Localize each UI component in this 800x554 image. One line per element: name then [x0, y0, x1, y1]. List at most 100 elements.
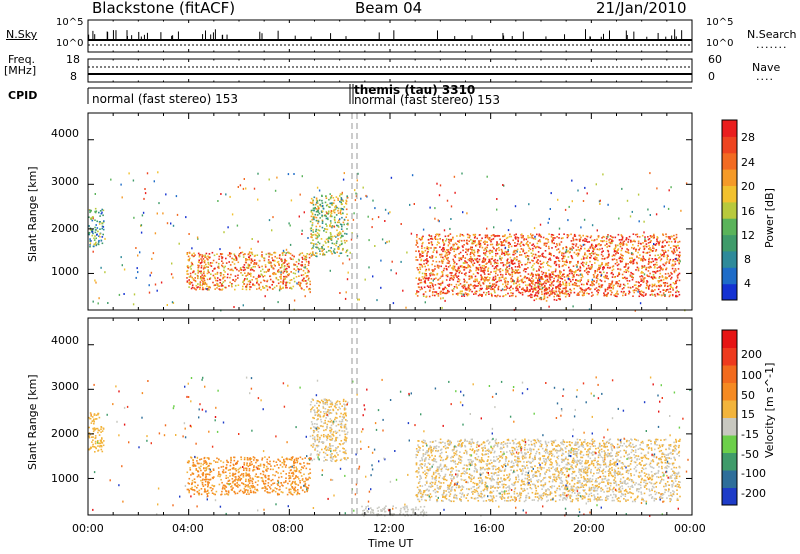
- scatter-cell: [345, 200, 348, 203]
- scatter-cell: [274, 260, 276, 262]
- scatter-cell: [613, 258, 616, 260]
- scatter-cell: [644, 245, 646, 247]
- scatter-cell: [245, 493, 248, 495]
- scatter-cell: [93, 419, 95, 421]
- scatter-cell: [636, 266, 639, 269]
- scatter-cell: [209, 262, 212, 264]
- scatter-cell: [198, 259, 200, 262]
- scatter-cell: [94, 442, 97, 445]
- scatter-cell: [563, 269, 565, 272]
- scatter-cell: [628, 290, 630, 293]
- scatter-cell: [442, 239, 444, 241]
- scatter-cell: [438, 233, 441, 236]
- scatter-cell: [258, 287, 260, 290]
- scatter-cell: [300, 468, 302, 471]
- scatter-cell: [263, 271, 266, 273]
- scatter-cell: [421, 245, 423, 247]
- scatter-cell: [542, 298, 545, 301]
- scatter-cell: [524, 255, 527, 257]
- scatter-cell: [513, 282, 515, 284]
- scatter-cell: [205, 475, 207, 478]
- scatter-cell: [304, 457, 306, 459]
- scatter-cell: [567, 290, 569, 293]
- scatter-cell: [471, 252, 474, 254]
- scatter-cell: [677, 268, 680, 270]
- noise-cell: [104, 271, 106, 274]
- noise-cell: [579, 273, 582, 276]
- scatter-cell: [315, 219, 318, 222]
- scatter-cell: [257, 276, 260, 278]
- scatter-cell: [88, 432, 91, 434]
- scatter-cell: [552, 239, 555, 241]
- scatter-cell: [640, 293, 642, 296]
- scatter-cell: [320, 434, 323, 437]
- scatter-cell: [455, 283, 458, 286]
- scatter-cell: [666, 282, 669, 285]
- scatter-cell: [203, 274, 206, 277]
- scatter-cell: [585, 261, 588, 264]
- noise-cell: [170, 222, 172, 225]
- scatter-cell: [571, 245, 574, 248]
- scatter-cell: [232, 472, 234, 475]
- scatter-cell: [469, 288, 472, 291]
- scatter-cell: [447, 266, 450, 268]
- scatter-cell: [619, 283, 622, 286]
- scatter-cell: [266, 465, 268, 468]
- scatter-cell: [265, 468, 268, 471]
- scatter-cell: [651, 283, 654, 286]
- scatter-cell: [92, 430, 95, 433]
- scatter-cell: [193, 489, 195, 491]
- scatter-cell: [529, 236, 531, 239]
- scatter-cell: [529, 261, 531, 264]
- scatter-cell: [198, 261, 200, 263]
- scatter-cell: [234, 480, 236, 482]
- scatter-cell: [431, 294, 434, 297]
- scatter-cell: [645, 282, 648, 285]
- scatter-cell: [262, 473, 265, 476]
- noise-cell: [676, 249, 678, 252]
- scatter-cell: [236, 462, 238, 465]
- scatter-cell: [231, 261, 234, 263]
- scatter-cell: [193, 252, 195, 255]
- noise-cell: [310, 235, 312, 238]
- scatter-cell: [642, 295, 645, 297]
- scatter-cell: [523, 238, 525, 240]
- scatter-cell: [259, 463, 262, 466]
- scatter-cell: [650, 261, 652, 263]
- scatter-cell: [453, 267, 456, 269]
- scatter-cell: [654, 258, 657, 260]
- scatter-cell: [215, 461, 217, 463]
- scatter-cell: [299, 283, 301, 286]
- scatter-cell: [558, 295, 560, 297]
- scatter-cell: [442, 240, 444, 242]
- scatter-cell: [544, 242, 547, 245]
- scatter-cell: [641, 291, 644, 293]
- cpid-panel: [87, 84, 692, 104]
- scatter-cell: [426, 254, 428, 257]
- scatter-cell: [504, 253, 507, 256]
- scatter-cell: [555, 275, 557, 278]
- scatter-cell: [509, 295, 511, 297]
- scatter-cell: [596, 268, 599, 271]
- scatter-cell: [490, 286, 493, 289]
- scatter-cell: [316, 214, 319, 216]
- scatter-cell: [208, 256, 211, 259]
- scatter-cell: [483, 273, 486, 275]
- scatter-cell: [207, 457, 210, 459]
- scatter-cell: [524, 270, 527, 273]
- scatter-cell: [489, 252, 491, 254]
- scatter-cell: [316, 423, 318, 425]
- scatter-cell: [312, 245, 315, 247]
- scatter-cell: [566, 236, 569, 239]
- scatter-cell: [311, 234, 313, 237]
- scatter-cell: [203, 281, 206, 284]
- scatter-cell: [517, 240, 519, 243]
- scatter-cell: [619, 260, 622, 262]
- scatter-cell: [271, 257, 273, 259]
- scatter-cell: [342, 221, 345, 224]
- noise-cell: [607, 203, 609, 206]
- noise-cell: [264, 295, 266, 298]
- scatter-cell: [620, 242, 623, 245]
- scatter-cell: [280, 266, 283, 269]
- scatter-cell: [621, 254, 623, 257]
